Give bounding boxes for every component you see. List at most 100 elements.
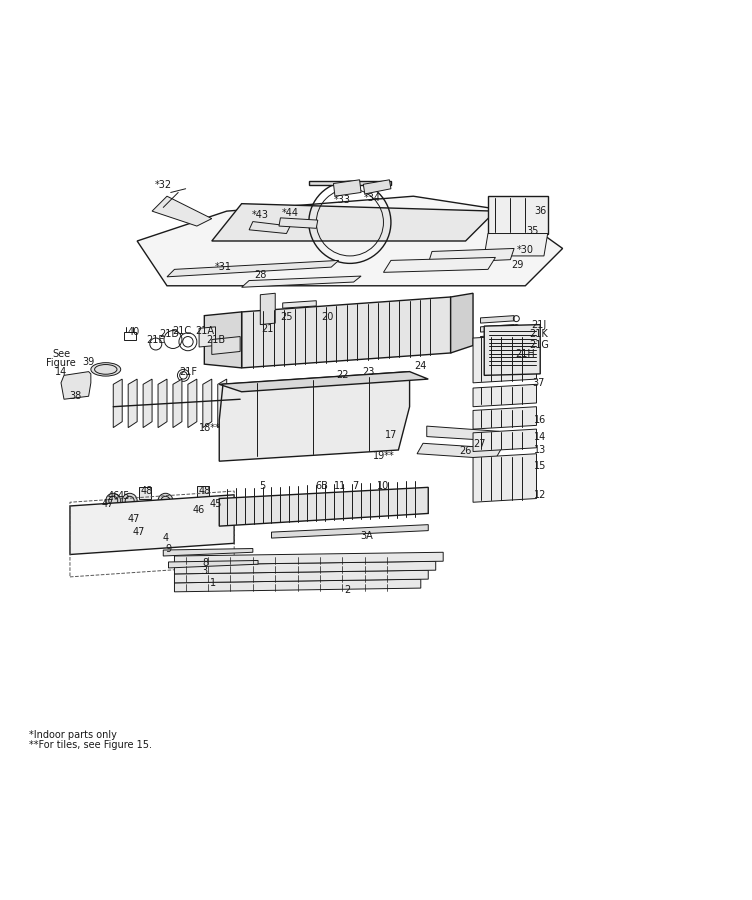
Ellipse shape bbox=[91, 363, 121, 376]
Polygon shape bbox=[197, 486, 209, 497]
Circle shape bbox=[158, 493, 173, 508]
Text: Figure: Figure bbox=[46, 358, 76, 368]
Polygon shape bbox=[309, 181, 391, 185]
Text: 21: 21 bbox=[262, 324, 274, 334]
Polygon shape bbox=[481, 334, 514, 342]
Text: *Indoor parts only: *Indoor parts only bbox=[29, 730, 117, 740]
Polygon shape bbox=[167, 260, 338, 277]
Text: 48: 48 bbox=[199, 486, 211, 496]
Text: 47: 47 bbox=[101, 499, 114, 508]
Text: 5: 5 bbox=[259, 481, 265, 491]
Polygon shape bbox=[137, 196, 562, 286]
Text: 2: 2 bbox=[344, 585, 350, 595]
Text: 48: 48 bbox=[141, 486, 153, 496]
Text: 26: 26 bbox=[459, 446, 472, 456]
Polygon shape bbox=[168, 561, 258, 568]
Text: 38: 38 bbox=[70, 392, 82, 401]
Circle shape bbox=[186, 499, 201, 513]
Polygon shape bbox=[70, 495, 234, 554]
Polygon shape bbox=[488, 196, 547, 233]
Polygon shape bbox=[428, 248, 514, 264]
Text: 8: 8 bbox=[203, 559, 209, 569]
Polygon shape bbox=[473, 384, 536, 407]
Text: 9: 9 bbox=[165, 544, 171, 554]
Text: 17: 17 bbox=[385, 430, 397, 440]
Polygon shape bbox=[212, 337, 240, 355]
Text: *34: *34 bbox=[364, 193, 381, 202]
Polygon shape bbox=[220, 487, 428, 526]
Text: 7: 7 bbox=[352, 481, 358, 491]
Text: 11: 11 bbox=[334, 481, 346, 491]
Polygon shape bbox=[481, 316, 514, 323]
Text: 23: 23 bbox=[362, 366, 374, 376]
Text: 21K: 21K bbox=[529, 329, 548, 339]
Text: 3A: 3A bbox=[361, 531, 374, 541]
Polygon shape bbox=[203, 379, 212, 428]
Text: 22: 22 bbox=[336, 371, 349, 381]
Text: 21H: 21H bbox=[515, 349, 535, 359]
Polygon shape bbox=[174, 553, 443, 565]
Polygon shape bbox=[484, 233, 547, 256]
Text: 19**: 19** bbox=[372, 451, 394, 461]
Text: 21G: 21G bbox=[529, 340, 549, 350]
Polygon shape bbox=[279, 218, 318, 229]
Polygon shape bbox=[174, 571, 428, 583]
Polygon shape bbox=[283, 301, 317, 308]
Polygon shape bbox=[484, 325, 540, 375]
Polygon shape bbox=[363, 180, 391, 194]
Polygon shape bbox=[450, 293, 473, 353]
Polygon shape bbox=[174, 562, 435, 574]
Text: *30: *30 bbox=[517, 245, 534, 255]
Text: 4: 4 bbox=[162, 533, 168, 543]
Text: See: See bbox=[52, 348, 70, 359]
Text: 47: 47 bbox=[132, 527, 145, 537]
Polygon shape bbox=[473, 334, 536, 382]
Text: 46: 46 bbox=[193, 505, 205, 515]
Polygon shape bbox=[174, 579, 421, 592]
Polygon shape bbox=[333, 180, 361, 196]
Polygon shape bbox=[76, 518, 99, 534]
Polygon shape bbox=[106, 516, 128, 532]
Text: 24: 24 bbox=[414, 362, 427, 372]
Polygon shape bbox=[241, 276, 361, 287]
Text: 13: 13 bbox=[534, 445, 547, 455]
Text: 47: 47 bbox=[127, 514, 140, 524]
Polygon shape bbox=[473, 429, 536, 452]
Polygon shape bbox=[212, 203, 496, 241]
Polygon shape bbox=[426, 426, 499, 441]
Text: *32: *32 bbox=[155, 180, 171, 190]
Text: 45: 45 bbox=[209, 499, 222, 508]
Polygon shape bbox=[188, 379, 197, 428]
Text: 21A: 21A bbox=[195, 326, 214, 336]
Polygon shape bbox=[220, 372, 428, 392]
Polygon shape bbox=[128, 379, 137, 428]
Text: 35: 35 bbox=[526, 226, 539, 237]
Text: 40: 40 bbox=[127, 327, 140, 338]
Text: 6B: 6B bbox=[316, 481, 329, 491]
Polygon shape bbox=[417, 444, 502, 459]
Polygon shape bbox=[481, 344, 514, 352]
Polygon shape bbox=[173, 379, 182, 428]
Text: 21D: 21D bbox=[159, 329, 179, 339]
Polygon shape bbox=[143, 379, 152, 428]
Text: 10: 10 bbox=[378, 481, 390, 491]
Polygon shape bbox=[260, 293, 275, 325]
Text: *43: *43 bbox=[252, 210, 268, 220]
Text: 15: 15 bbox=[534, 462, 547, 472]
Polygon shape bbox=[218, 379, 226, 428]
Polygon shape bbox=[163, 548, 253, 556]
Text: 12: 12 bbox=[534, 490, 547, 500]
Polygon shape bbox=[220, 372, 410, 461]
Text: **For tiles, see Figure 15.: **For tiles, see Figure 15. bbox=[29, 740, 152, 750]
Text: 21F: 21F bbox=[179, 366, 197, 376]
Text: 21C: 21C bbox=[172, 326, 192, 336]
Polygon shape bbox=[121, 507, 143, 523]
Text: 21E: 21E bbox=[147, 335, 165, 345]
Text: 21J: 21J bbox=[531, 320, 547, 329]
Text: *33: *33 bbox=[334, 195, 351, 205]
Text: 16: 16 bbox=[534, 415, 547, 425]
Polygon shape bbox=[61, 372, 91, 400]
Text: 45: 45 bbox=[117, 491, 130, 501]
Text: 3: 3 bbox=[202, 566, 208, 576]
Text: 14: 14 bbox=[55, 367, 67, 377]
